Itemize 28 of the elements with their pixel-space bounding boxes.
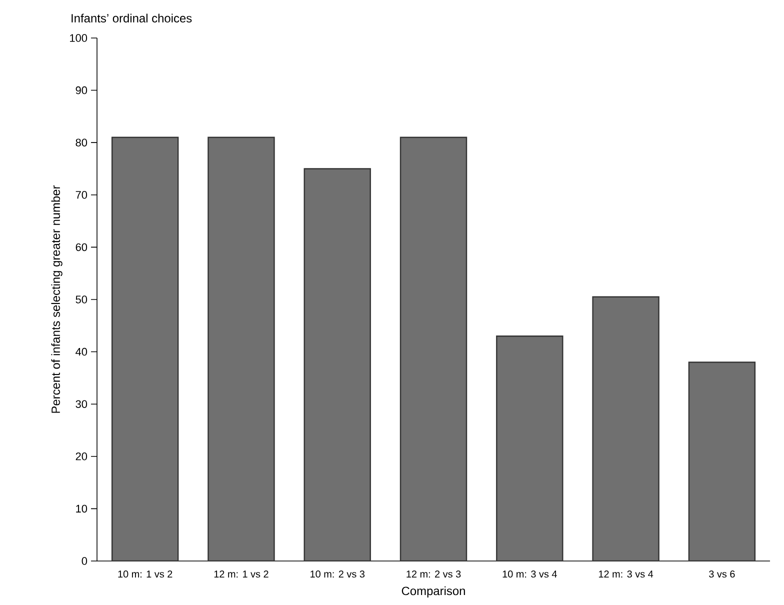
x-tick-label: 12 m: 1 vs 2 [214,570,268,578]
y-tick-label: 60 [76,243,88,252]
bar [111,136,179,561]
x-tick-label: 12 m: 3 vs 4 [598,570,654,578]
y-tick-label: 90 [76,86,88,94]
y-tick-label: 20 [76,452,88,460]
chart-title: Infants’ ordinal choices [72,14,192,22]
y-tick-label: 0 [82,557,88,565]
bar [592,296,660,561]
y-tick-label: 10 [76,504,88,513]
x-tick-label: 10 m: 3 vs 4 [502,570,557,578]
x-tick-label: 3 vs 6 [709,570,735,578]
x-tick-label: 10 m: 1 vs 2 [118,570,172,578]
bar [400,136,468,561]
x-tick-label: 10 m: 2 vs 3 [310,570,365,578]
y-tick-label: 80 [76,138,88,146]
y-axis-title: Percent of infants selecting greater number [51,185,62,413]
bar [208,136,275,561]
y-tick-label: 40 [76,348,88,356]
y-tick-label: 30 [76,400,88,408]
x-tick-label: 12 m: 2 vs 3 [406,570,461,578]
y-tick-label: 100 [70,34,88,42]
y-tick-label: 70 [76,191,88,199]
x-axis-title: Comparison [402,586,465,598]
bar [496,335,564,561]
bar [304,168,371,561]
bar [688,362,756,561]
y-tick-label: 50 [76,296,88,304]
